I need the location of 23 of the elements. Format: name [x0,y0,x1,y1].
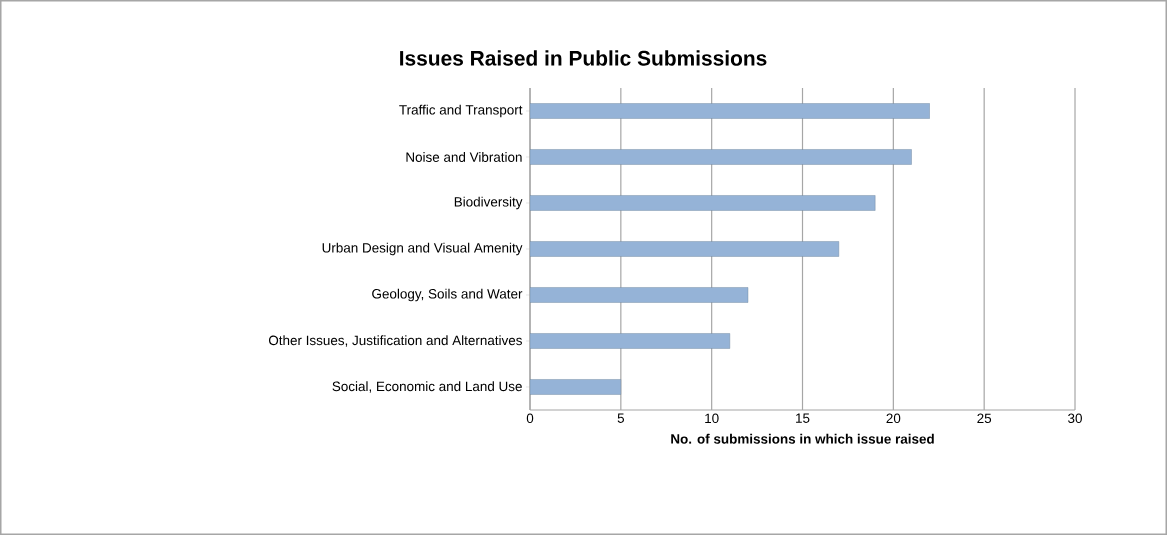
bar [530,149,912,165]
bar [530,287,749,303]
x-tick-label: 25 [977,413,992,424]
y-tick-label: Traffic and Transport [399,104,523,118]
x-tick-label: 30 [1068,413,1082,424]
y-tick-label: Urban Design and Visual Amenity [322,242,523,256]
bar [530,195,876,211]
y-tick-label: Other Issues, Justification and Alternatives [268,335,522,347]
x-tick-label: 10 [705,413,719,424]
bar [530,333,731,349]
y-tick-label: Social, Economic and Land Use [332,381,522,393]
x-tick-label: 5 [617,413,625,423]
bar [530,103,930,119]
y-tick-label: Noise and Vibration [406,152,522,162]
bar [530,241,840,257]
x-tick-label: 20 [886,413,901,424]
chart-title: Issues Raised in Public Submissions [400,50,767,66]
y-tick-label: Geology, Soils and Water [372,288,523,302]
x-tick-label: 0 [526,413,534,424]
x-axis-title: No. of submissions in which issue raised [671,433,934,444]
x-tick-label: 15 [796,413,810,423]
y-tick-label: Biodiversity [454,196,523,210]
bar [530,379,622,395]
